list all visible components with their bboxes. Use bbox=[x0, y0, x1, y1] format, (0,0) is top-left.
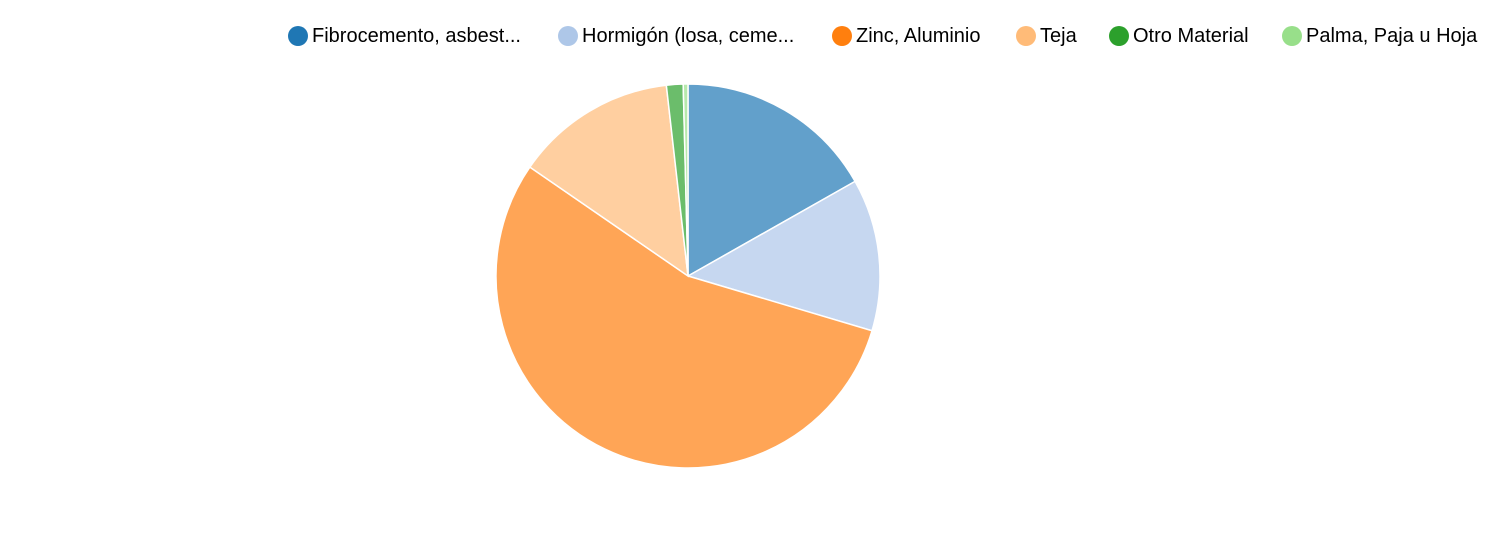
legend-swatch bbox=[288, 26, 308, 46]
pie-slice[interactable] bbox=[495, 166, 873, 469]
legend-label: Zinc, Aluminio bbox=[856, 25, 981, 47]
legend-label: Otro Material bbox=[1133, 25, 1249, 47]
legend-item[interactable]: Otro Material bbox=[1109, 25, 1249, 47]
legend-item[interactable]: Zinc, Aluminio bbox=[832, 25, 981, 47]
legend-item[interactable]: Hormigón (losa, ceme... bbox=[558, 25, 794, 47]
legend-item[interactable]: Fibrocemento, asbest... bbox=[288, 25, 521, 47]
legend-item[interactable]: Teja bbox=[1016, 25, 1078, 47]
legend-swatch bbox=[1282, 26, 1302, 46]
pie-slice[interactable] bbox=[687, 83, 857, 278]
legend-swatch bbox=[1016, 26, 1036, 46]
legend-swatch bbox=[558, 26, 578, 46]
legend-item[interactable]: Palma, Paja u Hoja bbox=[1282, 25, 1478, 47]
legend-swatch bbox=[832, 26, 852, 46]
legend-swatch bbox=[1109, 26, 1129, 46]
legend-label: Teja bbox=[1040, 25, 1078, 47]
legend-label: Hormigón (losa, ceme... bbox=[582, 25, 794, 47]
pie-slice[interactable] bbox=[528, 84, 689, 278]
legend-label: Palma, Paja u Hoja bbox=[1306, 25, 1478, 47]
pie-slice[interactable] bbox=[682, 83, 689, 277]
legend-label: Fibrocemento, asbest... bbox=[312, 25, 521, 47]
legend: Fibrocemento, asbest... Hormigón (losa, c… bbox=[288, 25, 1478, 47]
pie-slice[interactable] bbox=[686, 180, 881, 332]
pie-slices bbox=[495, 83, 881, 469]
